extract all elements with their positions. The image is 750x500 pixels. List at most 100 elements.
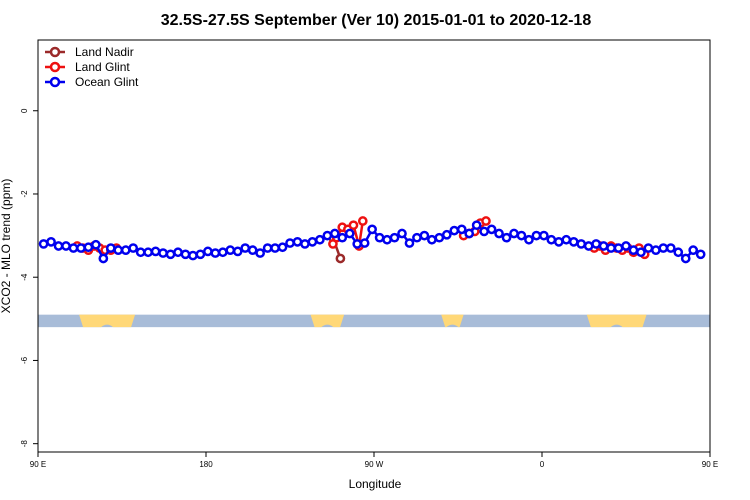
data-point [441, 229, 452, 240]
legend-item: Land Glint [45, 60, 130, 74]
data-point [531, 230, 542, 241]
data-point [255, 248, 265, 258]
data-point [68, 243, 79, 253]
data-point [367, 224, 377, 235]
data-point [344, 228, 355, 239]
series-layer [38, 216, 706, 264]
data-point [143, 247, 153, 258]
data-point [680, 253, 691, 264]
legend-label: Land Glint [75, 60, 130, 74]
legend-item: Ocean Glint [45, 75, 139, 89]
data-point [688, 245, 699, 256]
data-point [225, 245, 236, 256]
data-point [203, 246, 213, 257]
data-point [628, 245, 639, 256]
data-point [165, 249, 176, 260]
data-point [481, 216, 491, 226]
data-point [150, 246, 161, 257]
data-point [247, 245, 258, 256]
data-point [613, 243, 624, 253]
data-point [277, 242, 288, 253]
data-point [76, 243, 86, 253]
x-tick-label: 180 [199, 460, 213, 469]
data-point [352, 239, 363, 249]
ocean-band [38, 314, 710, 328]
x-tick-label: 0 [540, 460, 545, 469]
x-tick-label: 90 E [702, 460, 718, 469]
data-point [404, 238, 415, 248]
data-point [419, 230, 430, 241]
land-band-segment [441, 314, 464, 328]
land-band-segment [310, 314, 345, 328]
data-point [486, 224, 497, 235]
data-point [61, 241, 71, 251]
data-point [322, 230, 333, 241]
data-point [335, 253, 346, 264]
data-point [120, 245, 131, 256]
data-point [210, 248, 221, 258]
data-point [292, 236, 303, 247]
data-point [357, 216, 368, 226]
data-point [105, 243, 116, 253]
data-point [651, 245, 661, 256]
chart-title: 32.5S-27.5S September (Ver 10) 2015-01-0… [161, 12, 592, 29]
land-band-segment [586, 314, 647, 328]
series-ocean-glint [38, 220, 706, 264]
data-point [658, 243, 669, 253]
data-point [509, 228, 519, 239]
data-point [348, 220, 359, 231]
data-point [91, 239, 101, 250]
data-point [524, 234, 534, 245]
x-tick-label: 90 E [30, 460, 46, 469]
data-point [135, 247, 146, 258]
data-point [195, 249, 206, 260]
x-axis: 90 E 180 90 W 0 90 E [30, 452, 718, 469]
y-tick-label: -2 [20, 190, 29, 198]
legend-item: Land Nadir [45, 45, 134, 59]
data-point [621, 241, 631, 251]
data-point [262, 243, 273, 253]
legend-label: Land Nadir [75, 45, 134, 59]
data-point [337, 232, 348, 243]
x-tick-label: 90 W [365, 460, 384, 469]
data-point [38, 239, 49, 249]
y-tick-label: -4 [20, 273, 29, 281]
data-point [98, 253, 109, 264]
data-point [232, 246, 243, 257]
surface-type-band [38, 314, 710, 328]
data-point [494, 228, 504, 239]
y-tick-label: 0 [20, 108, 29, 113]
data-point [285, 238, 295, 248]
data-point [46, 236, 56, 247]
data-point [546, 234, 557, 245]
data-point [501, 232, 512, 243]
data-point [568, 236, 579, 247]
data-point [113, 245, 124, 256]
data-point [643, 243, 654, 253]
data-point [374, 232, 385, 243]
data-point [516, 230, 527, 241]
data-point [583, 241, 594, 251]
data-point [180, 249, 191, 260]
data-point [636, 247, 646, 258]
data-point [83, 242, 94, 253]
data-point [665, 243, 676, 253]
data-point [359, 238, 370, 248]
legend-marker [49, 76, 61, 88]
data-point [598, 241, 609, 251]
data-point [270, 243, 280, 253]
data-point [464, 228, 475, 239]
data-point [412, 232, 422, 243]
data-point [307, 236, 318, 247]
data-point [173, 247, 183, 258]
data-point [695, 249, 706, 260]
y-tick-label: -8 [20, 440, 29, 448]
data-point [479, 226, 489, 237]
data-point [217, 247, 228, 258]
data-point [240, 243, 251, 253]
data-point [561, 234, 572, 245]
x-axis-label: Longitude [349, 477, 402, 491]
data-point [300, 239, 310, 249]
legend-marker [49, 46, 61, 58]
